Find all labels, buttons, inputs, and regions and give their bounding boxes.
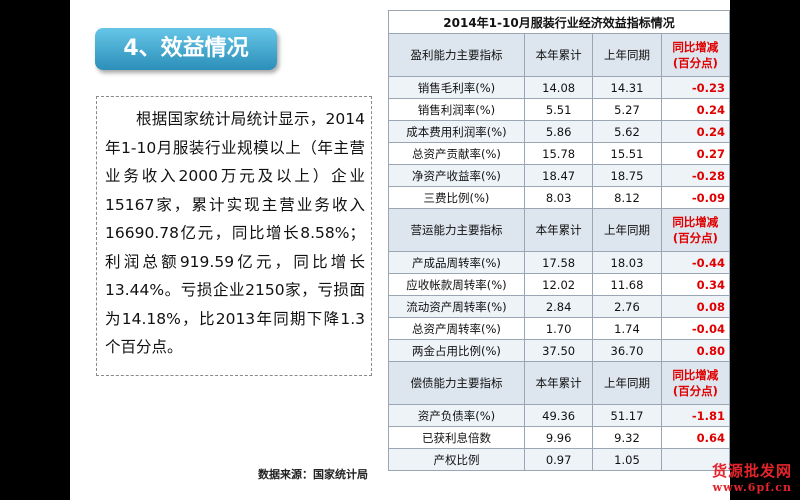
previous-value: 1.05 [592,448,662,471]
summary-paragraph: 根据国家统计局统计显示，2014年1-10月服装行业规模以上（年主营业务收入20… [96,96,372,376]
previous-value: 15.51 [592,142,662,165]
current-value: 37.50 [523,339,594,362]
change-value: 0.64 [660,426,731,449]
indicator-table: 2014年1-10月服装行业经济效益指标情况 盈利能力主要指标 本年累计 上年同期同… [388,10,731,471]
previous-value: 9.32 [592,426,662,449]
current-value: 14.08 [523,76,594,99]
previous-value: 18.03 [592,251,662,274]
column-header: 上年同期 [592,361,662,405]
previous-value: 8.12 [592,186,662,209]
indicator-name: 销售利润率(%) [388,98,525,121]
previous-value: 5.27 [592,98,662,121]
change-value: 0.24 [660,120,731,143]
table-row: 流动资产周转率(%) 2.84 2.76 0.08 [388,295,731,318]
indicator-name: 总资产周转率(%) [388,317,525,340]
previous-value: 5.62 [592,120,662,143]
change-value: -1.81 [660,404,731,427]
column-header: 本年累计 [523,33,594,77]
current-value: 12.02 [523,273,594,296]
indicator-name: 应收帐款周转率(%) [388,273,525,296]
previous-value: 11.68 [592,273,662,296]
table-row: 应收帐款周转率(%) 12.02 11.68 0.34 [388,273,731,296]
slide: 4、效益情况 根据国家统计局统计显示，2014年1-10月服装行业规模以上（年主… [70,0,731,500]
indicator-name: 流动资产周转率(%) [388,295,525,318]
watermark-text: 货源批发网 [711,462,792,480]
table-row: 已获利息倍数 9.96 9.32 0.64 [388,426,731,449]
column-header: 上年同期 [592,33,662,77]
table-row: 资产负债率(%) 49.36 51.17 -1.81 [388,404,731,427]
current-value: 18.47 [523,164,594,187]
current-value: 5.86 [523,120,594,143]
column-header: 上年同期 [592,208,662,252]
indicator-name: 产成品周转率(%) [388,251,525,274]
change-value: 0.08 [660,295,731,318]
column-header: 本年累计 [523,361,594,405]
current-value: 0.97 [523,448,594,471]
previous-value: 36.70 [592,339,662,362]
previous-value: 18.75 [592,164,662,187]
table-row: 产权比例 0.97 1.05 [388,448,731,471]
change-value: -0.04 [660,317,731,340]
change-header: 同比增减 (百分点) [660,33,731,77]
watermark-logo: 货源批发网 www.6pf.cn [712,460,792,494]
indicator-name: 资产负债率(%) [388,404,525,427]
change-value [660,448,731,471]
table-row: 销售毛利率(%) 14.08 14.31 -0.23 [388,76,731,99]
section-title: 营运能力主要指标 [388,208,525,252]
table-row: 两金占用比例(%) 37.50 36.70 0.80 [388,339,731,362]
watermark-url: www.6pf.cn [712,481,792,494]
change-value: 0.80 [660,339,731,362]
table-row: 净资产收益率(%) 18.47 18.75 -0.28 [388,164,731,187]
indicator-name: 已获利息倍数 [388,426,525,449]
table-row: 三费比例(%) 8.03 8.12 -0.09 [388,186,731,209]
change-value: -0.23 [660,76,731,99]
current-value: 49.36 [523,404,594,427]
change-value: 0.24 [660,98,731,121]
indicator-name: 产权比例 [388,448,525,471]
current-value: 17.58 [523,251,594,274]
section-header-row: 偿债能力主要指标 本年累计 上年同期 同比增减 (百分点) [388,361,731,405]
change-value: -0.44 [660,251,731,274]
table-row: 产成品周转率(%) 17.58 18.03 -0.44 [388,251,731,274]
section-title: 偿债能力主要指标 [388,361,525,405]
indicator-name: 总资产贡献率(%) [388,142,525,165]
indicator-name: 净资产收益率(%) [388,164,525,187]
table-row: 总资产周转率(%) 1.70 1.74 -0.04 [388,317,731,340]
change-header: 同比增减 (百分点) [660,208,731,252]
change-value: 0.34 [660,273,731,296]
column-header: 本年累计 [523,208,594,252]
slide-title: 4、效益情况 [95,28,277,70]
change-value: 0.27 [660,142,731,165]
section-title: 盈利能力主要指标 [388,33,525,77]
change-value: -0.09 [660,186,731,209]
indicator-table-container: 2014年1-10月服装行业经济效益指标情况 盈利能力主要指标 本年累计 上年同期同… [388,10,731,498]
section-header-row: 营运能力主要指标 本年累计 上年同期 同比增减 (百分点) [388,208,731,252]
current-value: 5.51 [523,98,594,121]
indicator-name: 销售毛利率(%) [388,76,525,99]
change-header: 同比增减 (百分点) [660,361,731,405]
change-value: -0.28 [660,164,731,187]
previous-value: 51.17 [592,404,662,427]
current-value: 15.78 [523,142,594,165]
table-row: 销售利润率(%) 5.51 5.27 0.24 [388,98,731,121]
indicator-name: 成本费用利润率(%) [388,120,525,143]
previous-value: 1.74 [592,317,662,340]
previous-value: 14.31 [592,76,662,99]
current-value: 8.03 [523,186,594,209]
indicator-name: 两金占用比例(%) [388,339,525,362]
previous-value: 2.76 [592,295,662,318]
section-header-row: 盈利能力主要指标 本年累计 上年同期 同比增减 (百分点) [388,33,731,77]
current-value: 1.70 [523,317,594,340]
table-row: 成本费用利润率(%) 5.86 5.62 0.24 [388,120,731,143]
table-row: 总资产贡献率(%) 15.78 15.51 0.27 [388,142,731,165]
table-title: 2014年1-10月服装行业经济效益指标情况 [388,10,730,34]
indicator-name: 三费比例(%) [388,186,525,209]
data-source: 数据来源：国家统计局 [258,468,368,481]
current-value: 9.96 [523,426,594,449]
current-value: 2.84 [523,295,594,318]
